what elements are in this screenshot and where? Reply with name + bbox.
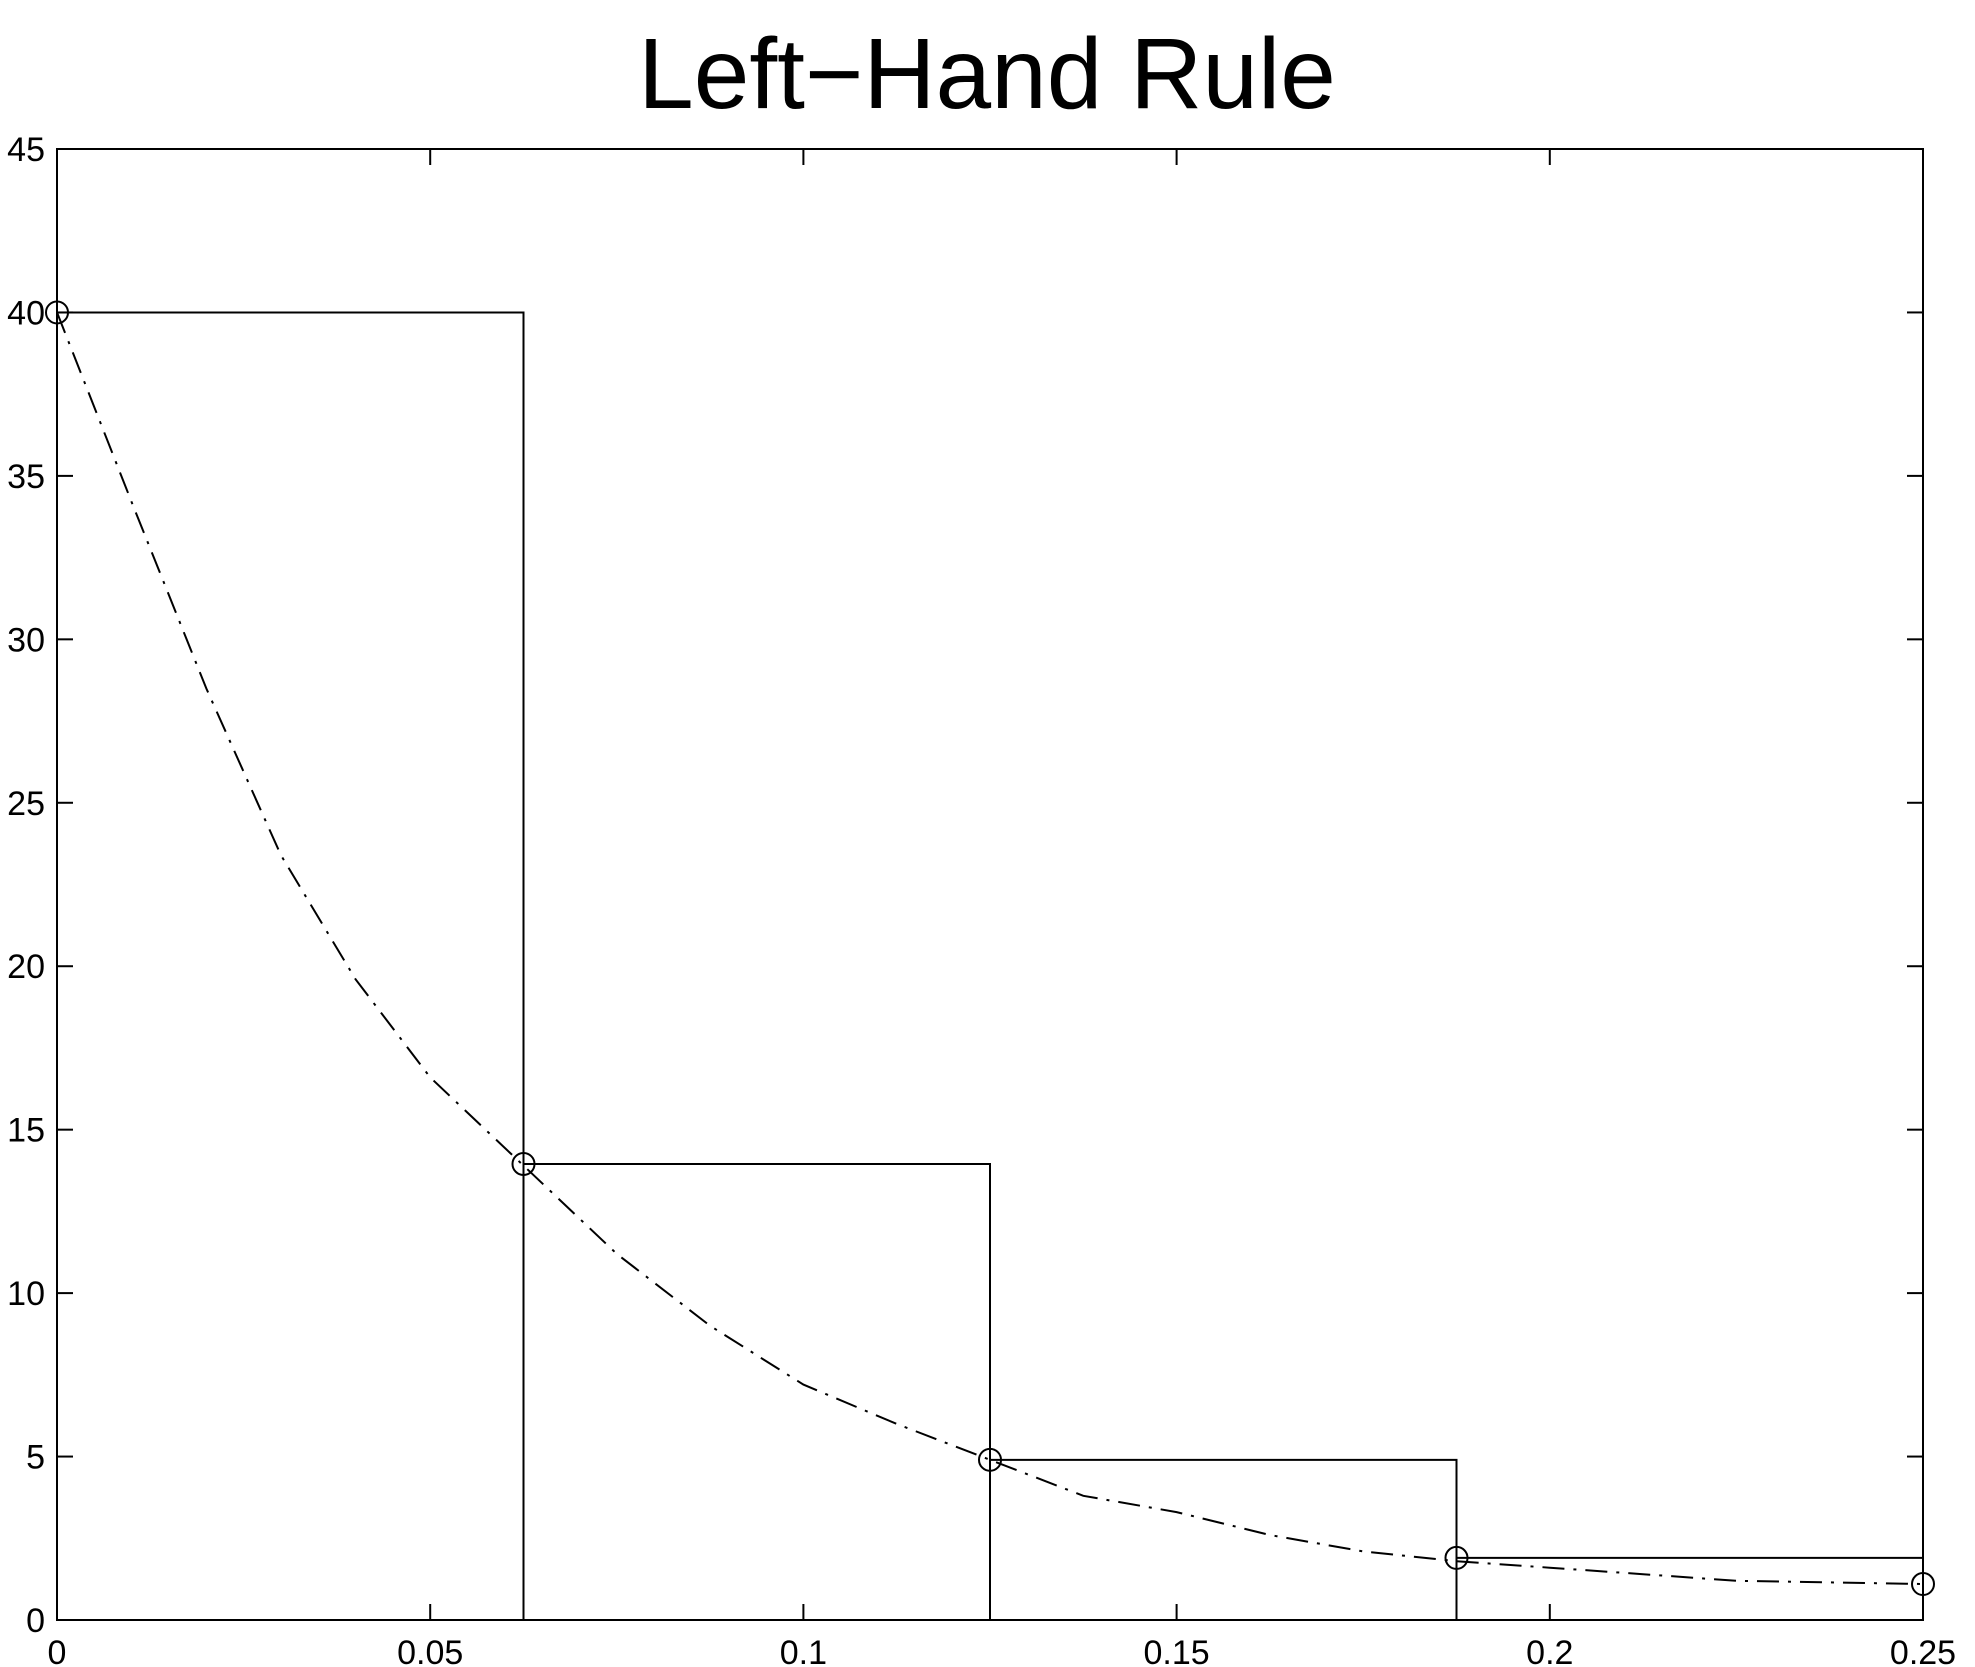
y-tick-label: 40	[7, 294, 45, 332]
y-tick-label: 10	[7, 1275, 45, 1313]
y-tick-label: 35	[7, 458, 45, 496]
plot-area	[45, 300, 1935, 1620]
sample-point-marker	[1444, 1545, 1469, 1570]
x-tick-label: 0.05	[397, 1634, 463, 1667]
y-tick-label: 20	[7, 948, 45, 986]
x-tick-label: 0.2	[1526, 1634, 1573, 1667]
x-tick-label: 0.1	[780, 1634, 827, 1667]
sample-point-marker	[978, 1447, 1002, 1472]
y-tick-label: 0	[26, 1602, 45, 1640]
y-tick-label: 45	[7, 131, 45, 169]
riemann-rectangle-2	[522, 1162, 991, 1620]
axes-box	[56, 148, 1924, 1621]
y-tick-label: 25	[7, 785, 45, 823]
sample-point-marker	[511, 1151, 536, 1176]
x-tick-label: 0	[48, 1634, 67, 1667]
function-curve	[56, 312, 1924, 1585]
y-tick-label: 5	[26, 1439, 45, 1477]
riemann-rectangle-3	[989, 1458, 1458, 1620]
riemann-rectangle-4	[1455, 1556, 1924, 1620]
y-tick-label: 15	[7, 1112, 45, 1150]
x-tick-label: 0.25	[1890, 1634, 1956, 1667]
riemann-rectangle-1	[56, 311, 525, 1620]
y-tick-label: 30	[7, 621, 45, 659]
axes: 0 0.05 0.1 0.15 0.2 0.25 0 5 10 15 20 25 30 35 40 45	[7, 131, 1956, 1667]
chart-title: Left−Hand Rule	[638, 18, 1336, 130]
x-tick-label: 0.15	[1144, 1634, 1210, 1667]
